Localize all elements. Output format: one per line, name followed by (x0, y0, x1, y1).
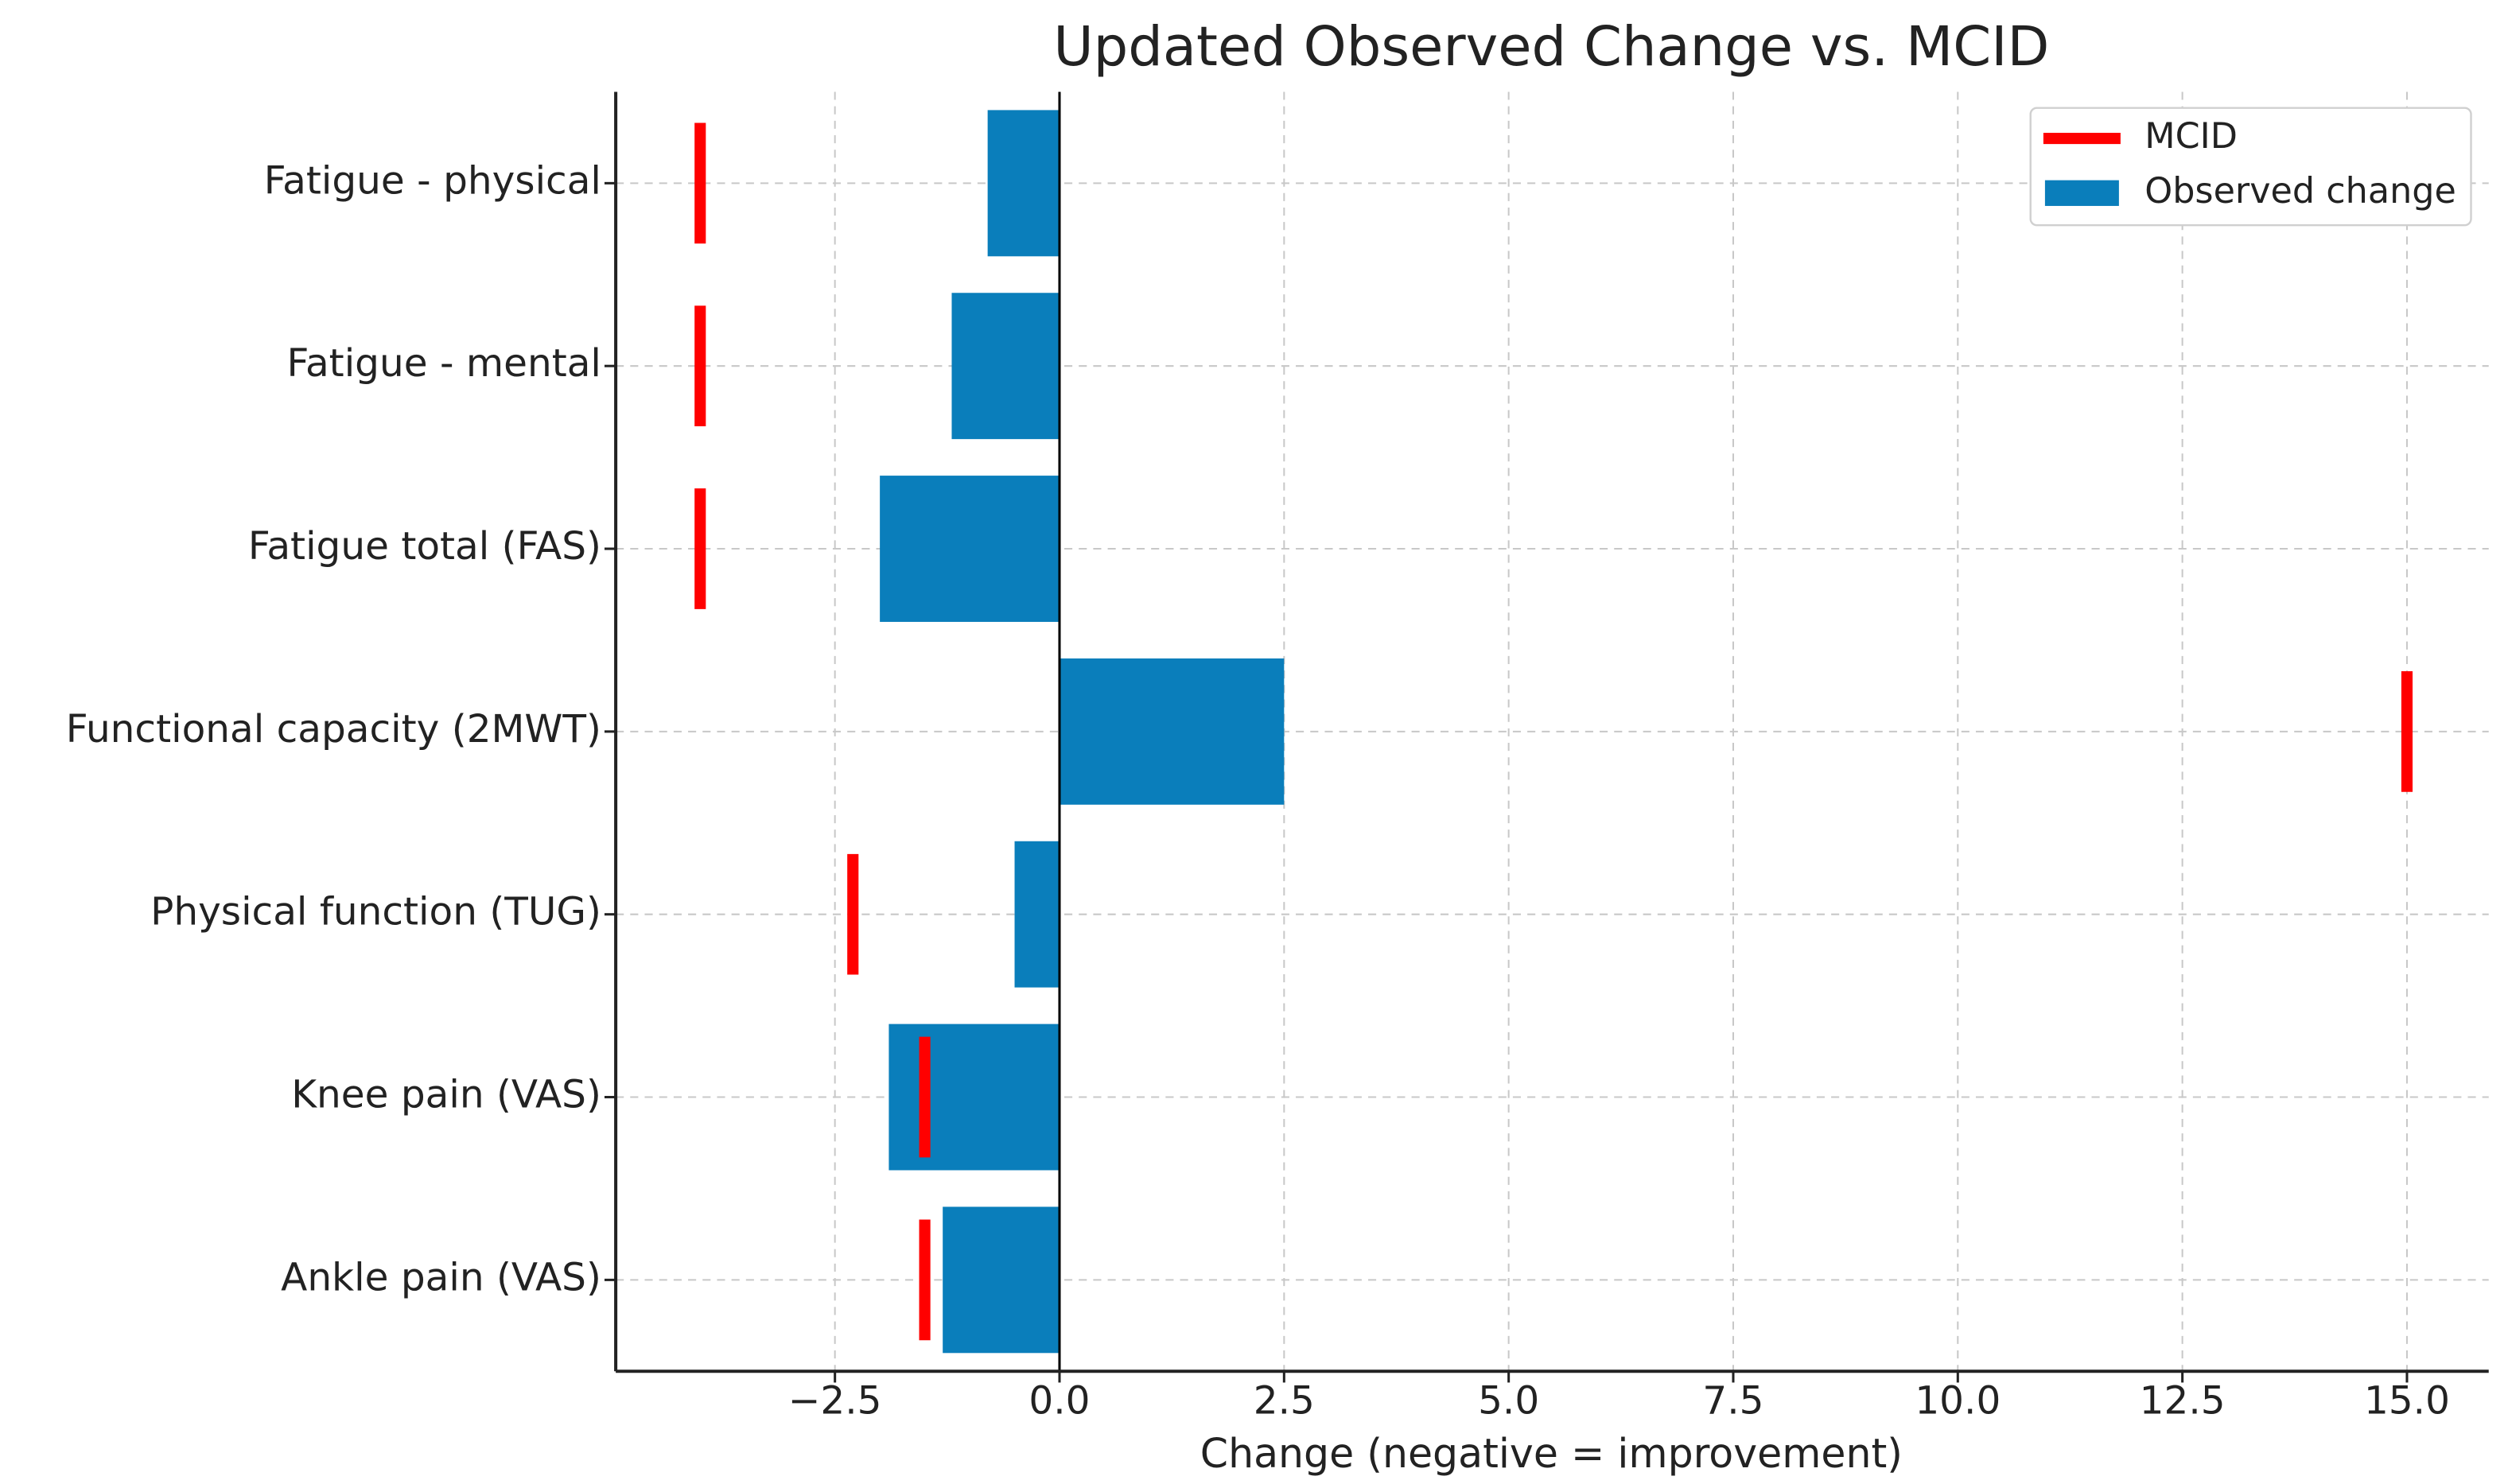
bar (1014, 841, 1060, 988)
x-tick-label: 5.0 (1478, 1379, 1539, 1424)
x-tick-label: 0.0 (1028, 1379, 1090, 1424)
bar (987, 110, 1060, 257)
legend-label: Observed change (2144, 171, 2456, 212)
y-tick-label: Functional capacity (2MWT) (66, 707, 601, 752)
bar (943, 1206, 1060, 1354)
y-tick-label: Fatigue total (FAS) (248, 524, 601, 569)
y-tick-label: Ankle pain (VAS) (281, 1255, 601, 1299)
chart-title: Updated Observed Change vs. MCID (1053, 15, 2049, 79)
x-tick-label: 10.0 (1915, 1379, 2001, 1424)
x-tick-label: 15.0 (2364, 1379, 2450, 1424)
x-tick-label: 7.5 (1702, 1379, 1763, 1424)
y-tick-label: Knee pain (VAS) (291, 1073, 601, 1117)
x-tick-label: −2.5 (788, 1379, 882, 1424)
legend-box (2029, 107, 2472, 227)
bar (888, 1024, 1060, 1171)
legend-swatch (2044, 180, 2119, 206)
y-tick-label: Physical function (TUG) (150, 890, 601, 934)
y-tick-label: Fatigue - physical (264, 158, 601, 203)
bar (1059, 658, 1285, 805)
bar (951, 293, 1060, 440)
legend-label: MCID (2144, 116, 2238, 157)
y-tick-label: Fatigue - mental (287, 341, 601, 386)
x-axis-label: Change (negative = improvement) (1200, 1430, 1903, 1477)
x-tick-label: 2.5 (1254, 1379, 1315, 1424)
bar (880, 476, 1060, 622)
x-tick-label: 12.5 (2140, 1379, 2226, 1424)
